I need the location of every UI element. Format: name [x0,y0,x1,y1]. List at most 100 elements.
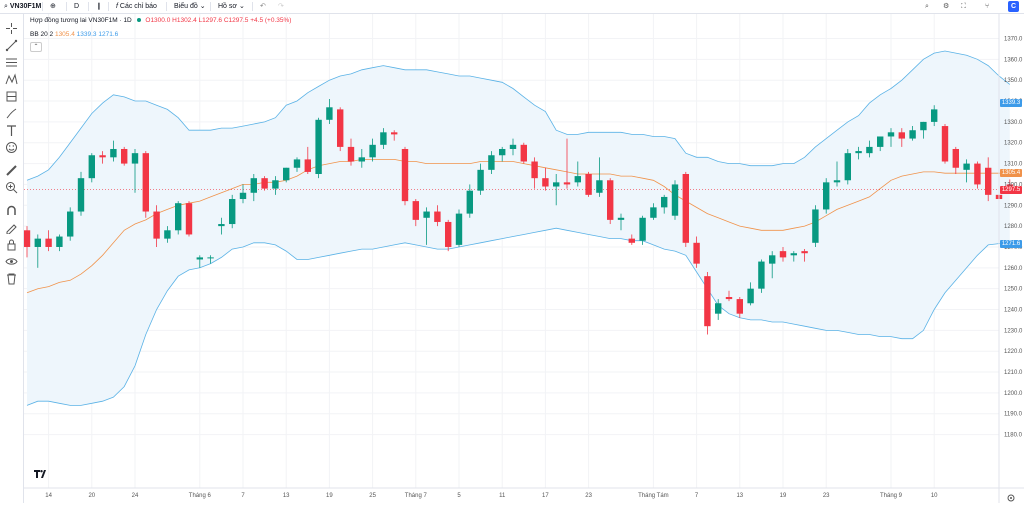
candle-style-button[interactable]: ❙ [96,0,102,13]
stay-drawing-tool[interactable] [5,221,18,234]
chart-settings-button[interactable] [1006,490,1016,502]
candle-body [77,178,85,212]
indicators-button[interactable]: f Các chỉ báo [116,0,157,13]
chevron-down-icon: ⌄ [238,3,245,10]
zoom-in-tool[interactable] [5,181,18,194]
settings-button[interactable]: ⚙ [943,0,949,13]
remove-drawings-tool[interactable] [5,272,18,285]
candle-body [445,221,452,247]
x-tick-label: 7 [241,493,245,499]
candle [931,105,938,127]
candle-body [844,153,851,181]
candle [369,138,376,162]
candle-body [779,251,787,258]
candle-body [218,224,225,227]
ohlc-open: O1300.0 [145,17,171,24]
candle [704,271,711,335]
candle [585,171,592,197]
bollinger-legend[interactable]: BB 20 2 1305.4 1339.3 1271.6 [30,31,118,38]
candle [315,117,322,179]
y-tick-label: 1370.0 [1004,37,1023,43]
lock-icon [7,239,16,251]
candle [801,249,808,262]
candle-body [401,148,409,202]
bb-upper-value: 1339.3 [76,31,97,38]
trendline-tool[interactable] [5,39,18,52]
share-button[interactable]: ⑂ [985,0,989,13]
candle-body [380,132,387,145]
ruler-tool[interactable] [5,164,18,177]
fullscreen-button[interactable]: ⛶ [961,0,966,13]
candle [941,123,949,164]
candle [574,161,581,187]
y-tick-label: 1190.0 [1004,412,1023,418]
emoji-tool[interactable] [5,141,18,154]
candle-body [585,174,592,195]
fib-tool[interactable] [5,56,18,69]
candle-body [823,182,830,210]
candle [877,136,884,152]
chart-type-dropdown[interactable]: Biểu đồ ⌄ [174,0,206,13]
candle [974,161,981,189]
visibility-tool[interactable] [5,255,18,268]
candle-body [963,163,970,170]
candle [466,184,473,218]
candle [671,180,679,220]
candle-body [423,211,430,218]
tradingview-logo-icon[interactable] [34,470,48,480]
candle [121,146,128,166]
candle [401,146,409,206]
prediction-tool[interactable] [5,90,18,103]
interval-button[interactable]: D [74,0,79,13]
candle-body [131,153,139,164]
y-tick-label: 1260.0 [1004,266,1023,272]
price-axis[interactable]: 1370.01360.01350.01340.01330.01320.01310… [1004,37,1023,439]
candle [229,194,236,229]
drawing-toolbar [0,14,24,503]
brush-tool[interactable] [5,107,18,120]
candle-body [887,132,895,137]
text-tool[interactable] [5,124,18,137]
text-icon [7,125,16,136]
time-axis[interactable]: 14 20 24 Tháng 6 7 13 19 25 Tháng 7 5 11 17 23 Tháng … [45,493,938,499]
lower-band-price-tag: 1271.6 [1000,239,1022,248]
undo-button[interactable]: ↶ [260,0,266,13]
candles-icon: ❙ [96,3,102,10]
x-tick-label: Tháng Tám [638,493,669,499]
candle [661,194,668,214]
candle [391,130,398,141]
search-icon: ⌕ [4,3,8,10]
candle [779,246,787,262]
candle [434,205,441,227]
candle-body [175,203,182,231]
lock-tool[interactable] [5,238,18,251]
magnet-tool[interactable] [5,204,18,217]
candle [769,251,776,279]
candle [628,234,635,245]
crosshair-tool[interactable] [5,22,18,35]
redo-button[interactable]: ↷ [278,0,284,13]
zoom-button[interactable]: ⌕ [925,0,929,13]
indicators-label: Các chỉ báo [119,3,157,10]
candle-body [99,155,106,158]
bollinger-upper-line [26,50,1011,181]
candles [24,98,1013,335]
undo-icon: ↶ [260,3,266,10]
legend-collapse-button[interactable]: ⌃ [30,42,42,52]
add-symbol-button[interactable]: ⊕ [50,0,56,13]
candle-body [736,299,743,314]
candle [153,205,160,247]
gear-icon [1007,494,1015,502]
price-chart[interactable]: 1370.01360.01350.01340.01330.01320.01310… [24,14,1024,503]
basis-price-tag: 1305.4 [1000,169,1022,178]
profile-dropdown[interactable]: Hồ sơ ⌄ [218,0,245,13]
candle [855,146,862,160]
x-tick-label: 19 [780,493,787,499]
candle [45,230,52,252]
y-tick-label: 1330.0 [1004,120,1023,126]
symbol-search[interactable]: ⌕ VN30F1M [4,0,41,13]
y-tick-label: 1360.0 [1004,57,1023,63]
pattern-tool[interactable] [5,73,18,86]
candle-body [509,144,517,149]
candle-body [715,303,722,314]
